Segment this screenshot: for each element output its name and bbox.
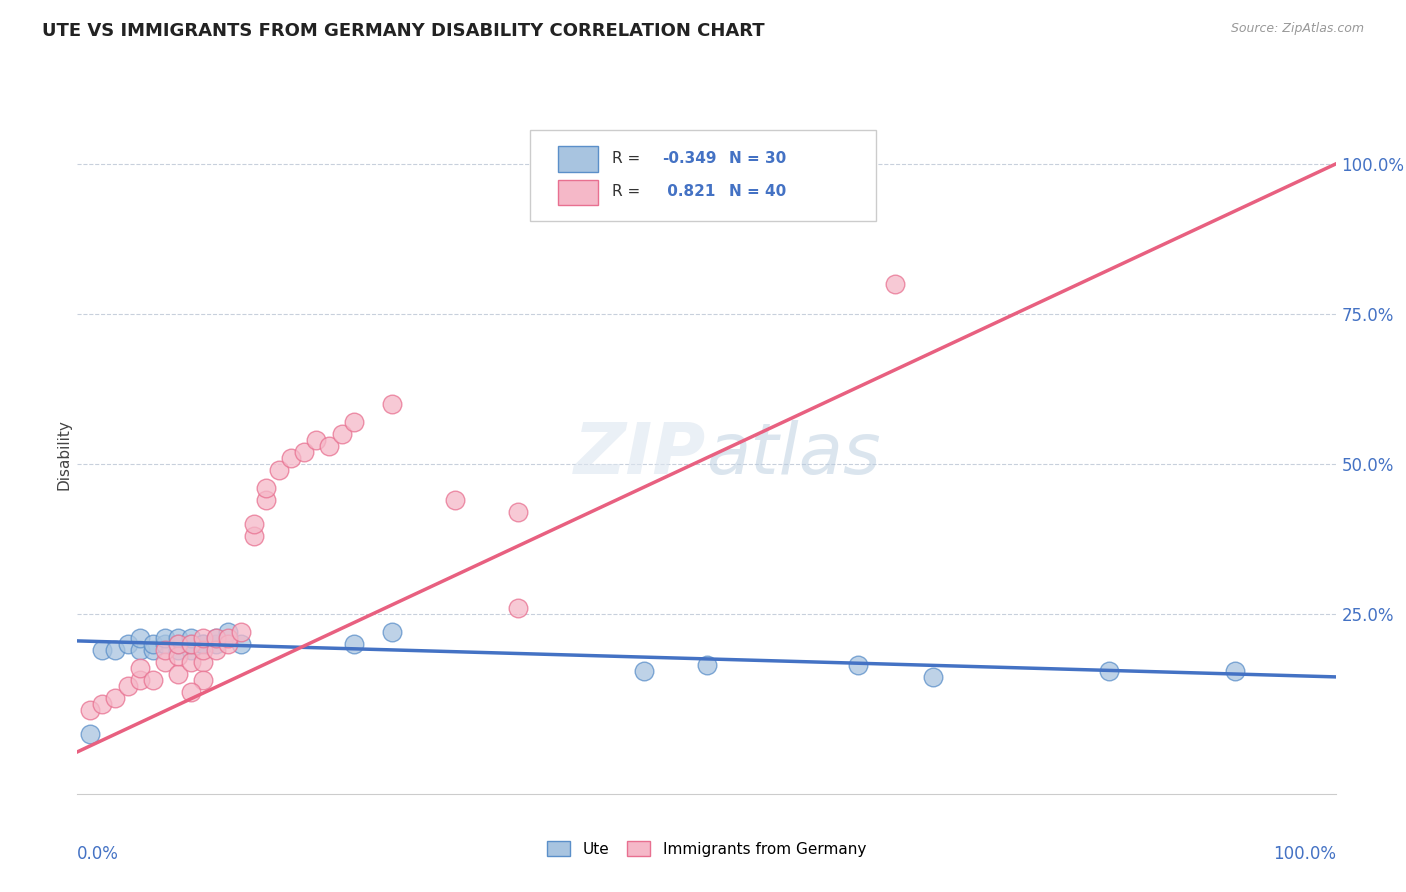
Point [1098, 664, 1121, 678]
Point [254, 492, 277, 507]
Point [267, 463, 290, 477]
Point [191, 673, 215, 687]
Point [167, 643, 190, 657]
Point [167, 637, 190, 651]
Legend: Ute, Immigrants from Germany: Ute, Immigrants from Germany [540, 833, 873, 864]
Point [305, 433, 328, 447]
Point [191, 637, 215, 651]
FancyBboxPatch shape [530, 129, 876, 221]
Point [191, 643, 215, 657]
Point [506, 601, 529, 615]
Point [180, 637, 202, 651]
Point [180, 655, 202, 669]
Point [330, 426, 353, 441]
Point [217, 631, 239, 645]
Text: R =: R = [612, 151, 645, 166]
Point [633, 664, 655, 678]
Point [1223, 664, 1246, 678]
Point [167, 631, 190, 645]
Text: 0.821: 0.821 [662, 185, 716, 200]
Text: 0.0%: 0.0% [77, 845, 120, 863]
Point [117, 637, 139, 651]
Point [381, 397, 404, 411]
Point [191, 637, 215, 651]
Point [79, 703, 101, 717]
Point [167, 666, 190, 681]
Point [142, 673, 165, 687]
Point [204, 631, 226, 645]
Point [129, 631, 152, 645]
Point [180, 631, 202, 645]
Text: ZIP: ZIP [574, 420, 707, 490]
Point [229, 637, 252, 651]
Point [922, 670, 945, 684]
Point [280, 450, 302, 465]
Text: Source: ZipAtlas.com: Source: ZipAtlas.com [1230, 22, 1364, 36]
Point [318, 439, 340, 453]
Point [217, 624, 239, 639]
Point [155, 643, 177, 657]
Point [343, 637, 366, 651]
Point [254, 481, 277, 495]
Point [142, 643, 165, 657]
Bar [558, 146, 599, 171]
Text: UTE VS IMMIGRANTS FROM GERMANY DISABILITY CORRELATION CHART: UTE VS IMMIGRANTS FROM GERMANY DISABILIT… [42, 22, 765, 40]
Point [155, 655, 177, 669]
Bar [558, 179, 599, 205]
Point [242, 529, 264, 543]
Point [180, 643, 202, 657]
Y-axis label: Disability: Disability [56, 419, 72, 491]
Point [167, 637, 190, 651]
Point [343, 415, 366, 429]
Point [381, 624, 404, 639]
Text: atlas: atlas [707, 420, 882, 490]
Point [91, 643, 114, 657]
Point [229, 624, 252, 639]
Point [292, 445, 315, 459]
Point [155, 631, 177, 645]
Point [104, 643, 127, 657]
Text: 100.0%: 100.0% [1272, 845, 1336, 863]
Point [884, 277, 907, 291]
Point [217, 637, 239, 651]
Point [242, 516, 264, 531]
Point [204, 643, 226, 657]
Text: N = 40: N = 40 [730, 185, 786, 200]
Point [117, 679, 139, 693]
Point [180, 637, 202, 651]
Point [167, 648, 190, 663]
Point [696, 657, 718, 672]
Point [129, 643, 152, 657]
Point [204, 631, 226, 645]
Point [129, 673, 152, 687]
Point [191, 655, 215, 669]
Point [142, 637, 165, 651]
Point [129, 661, 152, 675]
Point [91, 697, 114, 711]
Point [191, 631, 215, 645]
Point [180, 685, 202, 699]
Point [155, 637, 177, 651]
Point [204, 637, 226, 651]
Point [846, 657, 869, 672]
Text: N = 30: N = 30 [730, 151, 786, 166]
Text: R =: R = [612, 185, 645, 200]
Point [444, 492, 467, 507]
Point [104, 690, 127, 705]
Point [79, 727, 101, 741]
Text: -0.349: -0.349 [662, 151, 717, 166]
Point [506, 505, 529, 519]
